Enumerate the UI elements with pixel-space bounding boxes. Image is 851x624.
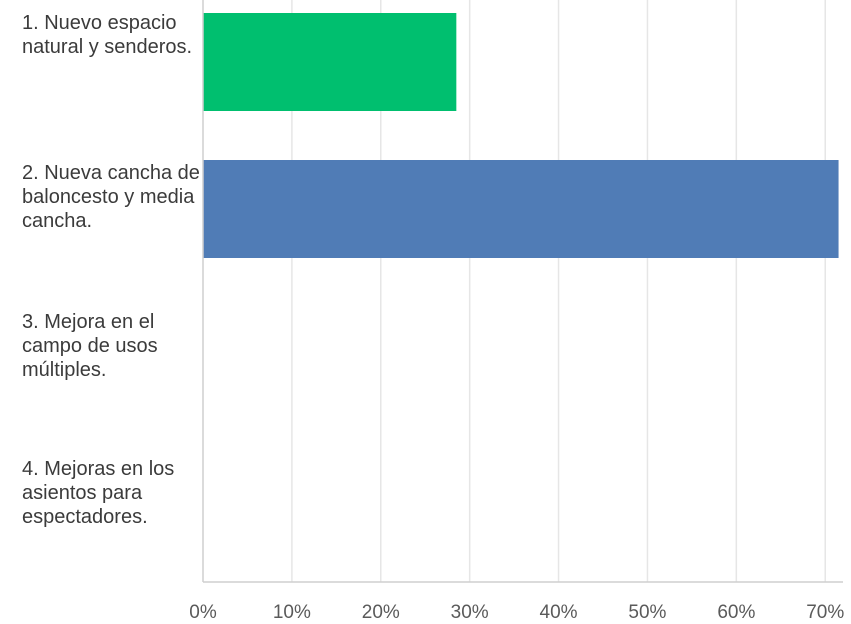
bar-2[interactable] [203,160,839,258]
x-axis: 0% 10% 20% 30% 40% 50% 60% 70% [189,0,844,623]
x-tick-label: 70% [806,602,844,623]
x-tick-label: 10% [273,602,311,623]
bars [203,13,839,258]
category-label-3: 3. Mejora en el campo de usos múltiples. [22,311,158,381]
category-label-1: 1. Nuevo espacio natural y senderos. [22,12,193,58]
gridlines [291,0,826,582]
bar-1[interactable] [203,13,457,111]
category-label-2: 2. Nueva cancha de baloncesto y media ca… [22,162,200,232]
x-tick-label: 50% [628,602,666,623]
x-tick-label: 30% [451,602,489,623]
x-tick-label: 60% [717,602,755,623]
x-tick-label: 40% [540,602,578,623]
x-tick-label: 20% [362,602,400,623]
x-tick-label: 0% [189,602,217,623]
category-label-4: 4. Mejoras en los asientos para espectad… [22,458,175,528]
